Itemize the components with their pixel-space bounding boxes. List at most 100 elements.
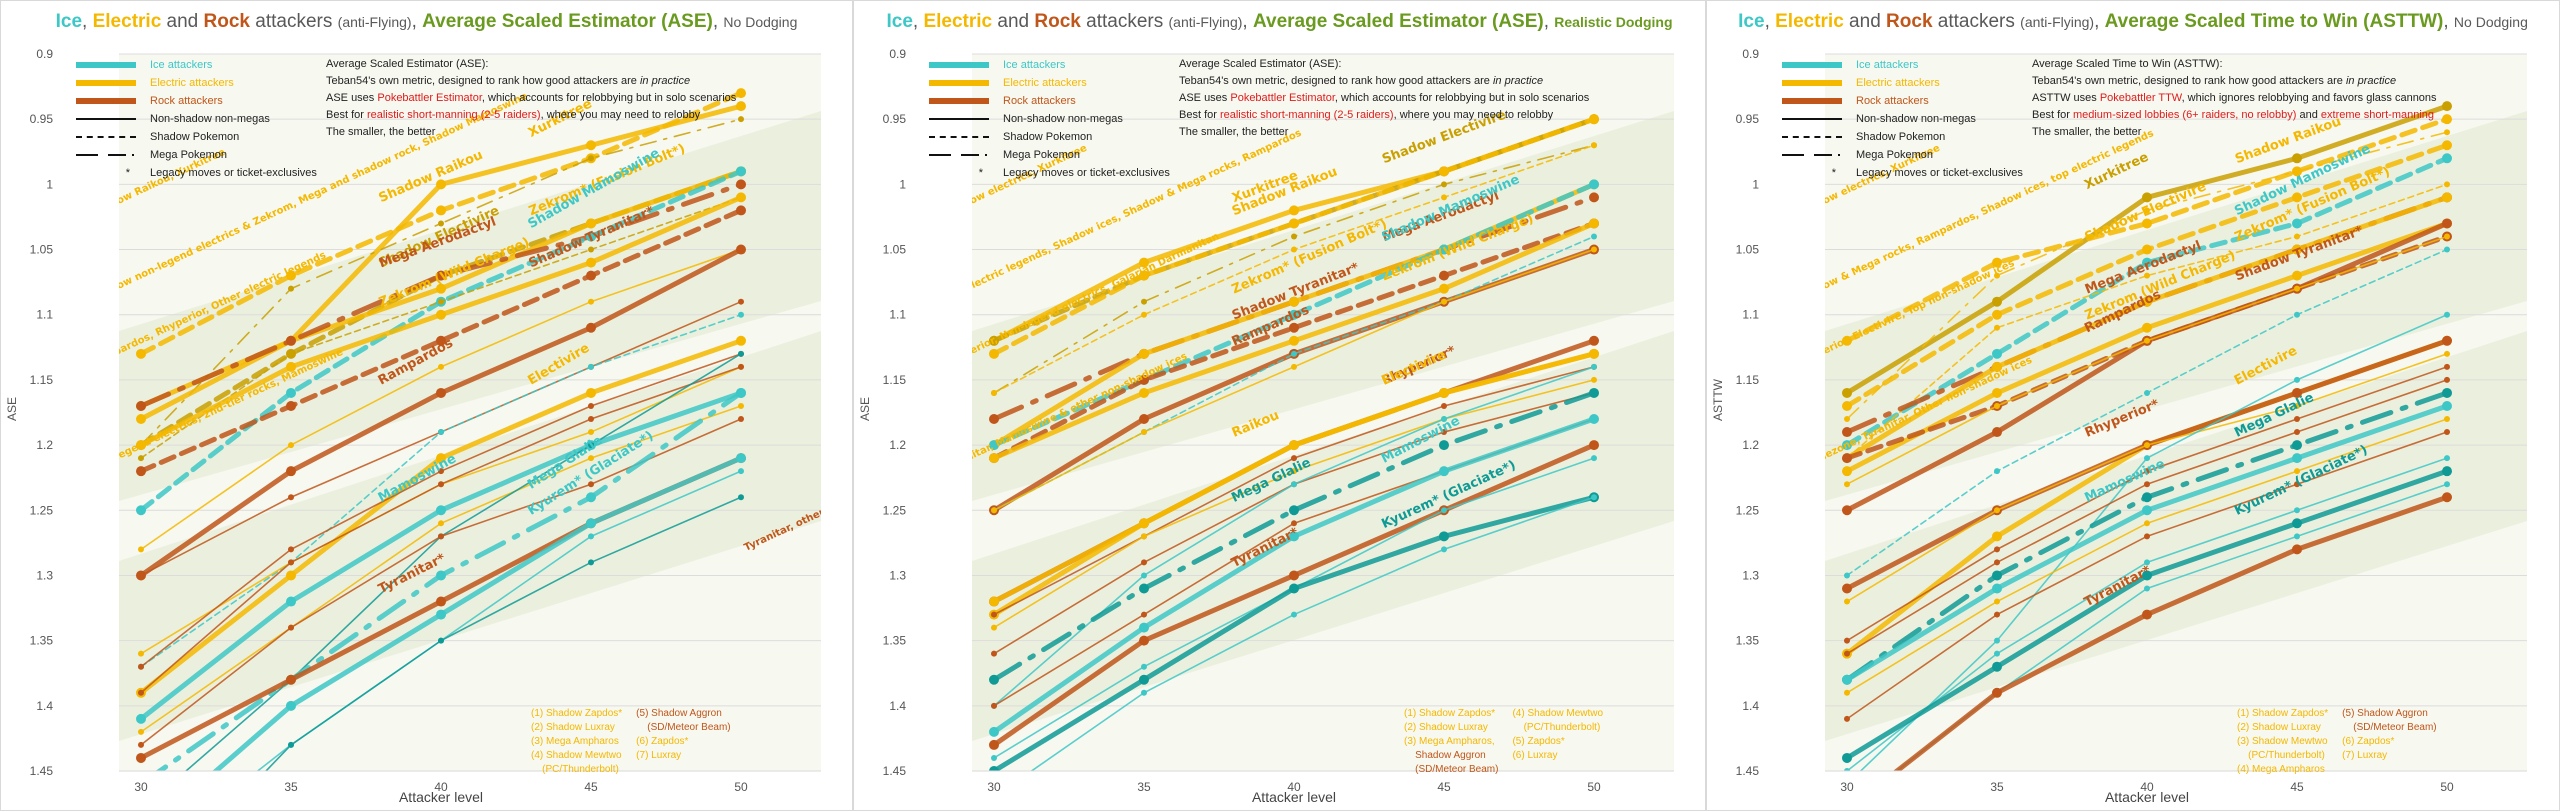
- data-point: [738, 350, 744, 357]
- data-point: [991, 389, 997, 396]
- data-point: [136, 505, 146, 516]
- x-tick-label: 50: [1587, 780, 1601, 794]
- data-point: [588, 533, 594, 540]
- x-tick-label: 40: [434, 780, 448, 794]
- data-point: [2444, 363, 2450, 370]
- legend-label: Legacy moves or ticket-exclusives: [1856, 167, 2023, 179]
- footnote-item: (2) Shadow Luxray: [2237, 722, 2321, 733]
- asterisk-icon: *: [978, 167, 983, 179]
- data-point: [138, 663, 144, 670]
- data-point: [288, 546, 294, 553]
- desc-text: Best for: [1179, 109, 1220, 121]
- legend-item-ice: Ice attackers: [929, 56, 1170, 74]
- data-point: [2444, 233, 2450, 240]
- data-point: [2294, 429, 2300, 436]
- data-point: [2442, 192, 2452, 203]
- data-point: [1589, 218, 1599, 229]
- series-shadow-raikou: [989, 114, 1599, 359]
- data-point: [1291, 455, 1297, 462]
- data-point: [438, 533, 444, 540]
- data-point: [1139, 257, 1149, 268]
- data-point: [2142, 257, 2152, 268]
- data-point: [2444, 429, 2450, 436]
- footnote-item: (6) Zapdos*: [636, 736, 689, 747]
- x-axis-label: Attacker level: [2104, 789, 2190, 805]
- data-point: [1141, 663, 1147, 670]
- data-point: [588, 442, 594, 449]
- data-point: [588, 416, 594, 423]
- data-point: [991, 754, 997, 761]
- data-point: [1441, 416, 1447, 423]
- series-zekrom-wild-charge: [989, 218, 1599, 464]
- dashed-line-icon: [929, 136, 989, 138]
- data-point: [2444, 311, 2450, 318]
- data-point: [586, 218, 596, 229]
- y-tick-label: 1.2: [889, 438, 906, 452]
- legend-item-nonshadow: Non-shadow non-megas: [76, 110, 317, 128]
- data-point: [588, 298, 594, 305]
- data-point: [991, 702, 997, 709]
- data-point: [1842, 440, 1852, 451]
- data-point: [588, 481, 594, 488]
- data-point: [2444, 350, 2450, 357]
- desc-emphasis: in practice: [2345, 75, 2397, 87]
- chart-title: Ice, Electric and Rock attackers (anti-F…: [854, 11, 1705, 33]
- data-point: [738, 298, 744, 305]
- title-metric: Average Scaled Estimator (ASE): [422, 11, 713, 32]
- data-point: [1842, 387, 1852, 398]
- x-tick-label: 40: [1287, 780, 1301, 794]
- desc-highlight: realistic short-manning (2-5 raiders): [1219, 109, 1394, 121]
- legend-label: Mega Pokemon: [1003, 149, 1081, 161]
- data-point: [736, 205, 746, 216]
- data-point: [286, 361, 296, 372]
- series-mamoswine: [1842, 400, 2452, 685]
- title-and: and: [992, 11, 1035, 32]
- data-point: [2294, 533, 2300, 540]
- legend-label: Electric attackers: [1003, 77, 1087, 89]
- data-point: [1842, 674, 1852, 685]
- data-point: [438, 637, 444, 644]
- data-point: [438, 520, 444, 527]
- y-axis-label: ASE: [858, 396, 872, 421]
- data-point: [138, 650, 144, 657]
- legend-item-shadow: Shadow Pokemon: [1782, 128, 2023, 146]
- data-point: [286, 596, 296, 607]
- series-xurkitree: [1842, 101, 2452, 398]
- data-point: [588, 559, 594, 566]
- data-point: [1289, 205, 1299, 216]
- data-point: [1439, 166, 1449, 177]
- data-point: [2292, 544, 2302, 555]
- title-anti-flying: (anti-Flying): [2020, 14, 2095, 30]
- electric-swatch-icon: [929, 80, 989, 86]
- y-tick-label: 1.45: [1736, 764, 1760, 778]
- data-point: [1589, 192, 1599, 203]
- data-point: [436, 387, 446, 398]
- data-point: [288, 494, 294, 501]
- data-point: [1141, 298, 1147, 305]
- y-tick-label: 1.45: [30, 764, 54, 778]
- legend-item-legacy: * Legacy moves or ticket-exclusives: [76, 164, 317, 182]
- series-shadow-magnezone: [138, 194, 744, 462]
- x-tick-label: 50: [734, 780, 748, 794]
- x-axis-label: Attacker level: [398, 789, 484, 805]
- data-point: [1844, 715, 1850, 722]
- data-point: [1141, 311, 1147, 318]
- data-point: [286, 674, 296, 685]
- data-point: [1439, 466, 1449, 477]
- data-point: [436, 609, 446, 620]
- data-point: [2444, 416, 2450, 423]
- legend: Ice attackers Electric attackers Rock at…: [1782, 56, 2023, 182]
- data-point: [736, 166, 746, 177]
- legend-item-ice: Ice attackers: [1782, 56, 2023, 74]
- desc-line: Best for realistic short-manning (2-5 ra…: [326, 107, 736, 124]
- data-point: [436, 596, 446, 607]
- legend-item-ice: Ice attackers: [76, 56, 317, 74]
- data-point: [436, 570, 446, 581]
- title-electric: Electric: [923, 11, 993, 32]
- data-point: [286, 700, 296, 711]
- desc-text: Teban54's own metric, designed to rank h…: [1179, 75, 1493, 87]
- data-point: [2442, 153, 2452, 164]
- data-point: [586, 322, 596, 333]
- series-galarian-darmanitan: [1859, 311, 2450, 771]
